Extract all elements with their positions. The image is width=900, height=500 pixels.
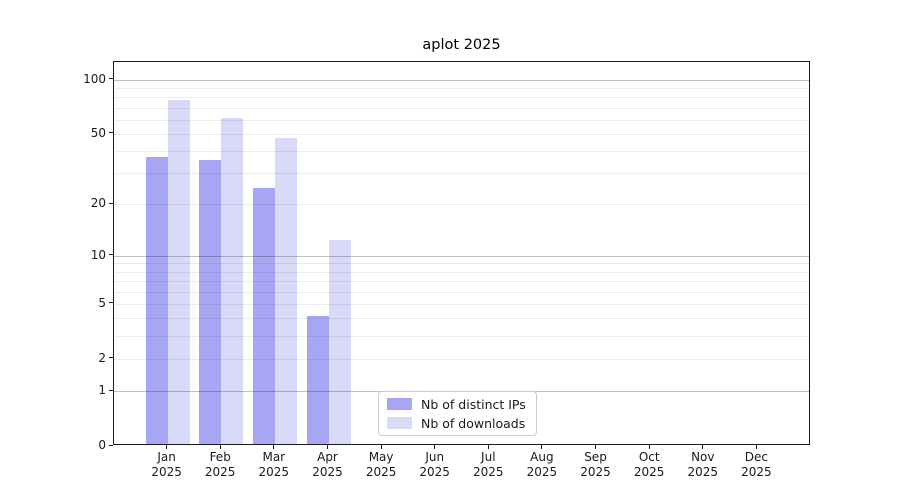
gridline-5	[114, 303, 809, 305]
gridline-9	[114, 263, 809, 265]
y-tick-label: 1	[98, 383, 106, 397]
plot-area	[113, 61, 810, 445]
y-tick-label: 2	[98, 350, 106, 365]
gridline-100	[114, 79, 809, 81]
bar-downloads-feb	[221, 117, 244, 444]
legend-item-distinct-ips: Nb of distinct IPs	[387, 396, 526, 412]
legend: Nb of distinct IPs Nb of downloads	[378, 391, 537, 436]
x-tick-mark	[166, 445, 168, 449]
x-tick-mark	[755, 445, 757, 449]
y-tick-label: 5	[98, 295, 106, 310]
bar-distinct-ips-feb	[199, 159, 222, 444]
y-tick-label: 10	[90, 247, 106, 262]
gridline-2	[114, 358, 809, 360]
legend-label-downloads: Nb of downloads	[421, 415, 526, 431]
y-tick-label: 100	[83, 71, 106, 86]
gridline-6	[114, 291, 809, 293]
gridline-4	[114, 318, 809, 320]
x-tick-label-oct: Oct 2025	[633, 450, 665, 479]
x-tick-label-dec: Dec 2025	[741, 450, 772, 479]
gridline-80	[114, 97, 809, 99]
x-tick-mark	[327, 445, 328, 449]
x-tick-mark	[434, 445, 436, 449]
bar-downloads-jan	[167, 100, 190, 444]
y-tick-mark	[109, 389, 113, 391]
bar-distinct-ips-apr	[306, 316, 329, 444]
y-tick-mark	[109, 302, 113, 304]
gridline-3	[114, 335, 809, 337]
legend-swatch-distinct-ips	[387, 398, 412, 410]
bar-distinct-ips-mar	[252, 188, 275, 444]
y-tick-mark	[109, 357, 113, 359]
x-tick-label-apr: Apr 2025	[312, 450, 343, 479]
y-tick-mark	[109, 254, 113, 256]
gridline-20	[114, 204, 809, 206]
gridline-30	[114, 173, 809, 175]
gridline-60	[114, 119, 809, 121]
x-tick-mark	[648, 445, 650, 449]
x-tick-mark	[541, 445, 543, 449]
y-tick-mark	[109, 132, 113, 134]
gridline-90	[114, 87, 809, 89]
y-tick-mark	[109, 202, 113, 204]
y-tick-label: 0	[98, 438, 106, 452]
x-tick-label-aug: Aug 2025	[526, 450, 558, 479]
x-tick-mark	[273, 445, 275, 449]
x-tick-mark	[595, 445, 596, 449]
bar-downloads-mar	[274, 138, 297, 444]
x-tick-label-jan: Jan 2025	[151, 450, 182, 479]
x-tick-label-jul: Jul 2025	[473, 450, 504, 479]
x-tick-mark	[219, 445, 221, 449]
gridline-10	[114, 255, 809, 257]
gridline-50	[114, 133, 809, 135]
chart-title: aplot 2025	[422, 37, 501, 53]
x-tick-label-may: May 2025	[365, 450, 397, 479]
bar-distinct-ips-jan	[145, 157, 168, 444]
x-tick-label-feb: Feb 2025	[204, 450, 236, 479]
y-tick-label: 50	[90, 125, 106, 140]
x-tick-mark	[702, 445, 704, 449]
bar-downloads-apr	[328, 240, 351, 444]
gridline-7	[114, 280, 809, 282]
y-tick-mark	[109, 444, 113, 446]
legend-swatch-downloads	[387, 417, 412, 429]
gridline-8	[114, 271, 809, 273]
x-tick-mark	[487, 445, 489, 449]
gridline-40	[114, 151, 809, 153]
legend-item-downloads: Nb of downloads	[387, 415, 526, 431]
gridline-70	[114, 107, 809, 109]
x-tick-label-nov: Nov 2025	[687, 450, 719, 479]
legend-label-distinct-ips: Nb of distinct IPs	[421, 396, 526, 412]
y-tick-mark	[109, 78, 113, 80]
y-tick-label: 20	[90, 196, 106, 211]
x-tick-label-sep: Sep 2025	[580, 450, 611, 479]
x-tick-mark	[380, 445, 382, 449]
x-tick-label-jun: Jun 2025	[419, 450, 450, 479]
x-tick-label-mar: Mar 2025	[258, 450, 290, 479]
